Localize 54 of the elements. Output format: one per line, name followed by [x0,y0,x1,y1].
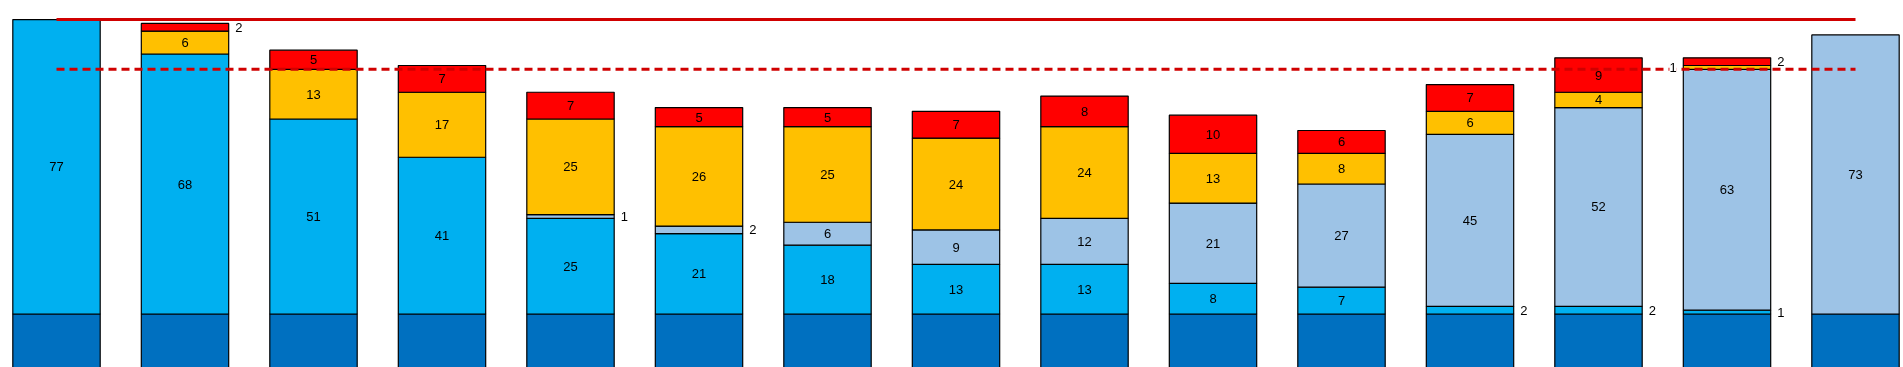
data-label: 1 [620,208,629,224]
data-label: 12 [1077,233,1092,249]
data-label: 1 [1669,59,1677,75]
data-label: 24 [948,176,964,192]
data-label: 18 [820,272,835,288]
data-label: 5 [823,109,832,125]
data-label: 2 [749,222,757,238]
data-label: 13 [1077,281,1092,297]
data-label: 13 [306,86,321,102]
data-label: 77 [49,159,64,175]
data-label: 51 [306,208,321,224]
data-label: 2 [235,19,243,35]
data-label: 6 [1337,134,1346,150]
data-label: 45 [1462,212,1478,228]
data-label: 7 [1466,90,1474,106]
data-label: 7 [952,117,960,133]
data-label: 25 [563,258,578,274]
bar [1682,57,1772,67]
data-label: 9 [1594,67,1603,83]
bar [1682,68,1772,311]
data-label: 13 [948,281,964,297]
data-label: 63 [1719,182,1735,198]
data-label: 25 [820,166,835,182]
data-label: 1 [1777,304,1785,320]
data-label: 6 [1466,115,1474,131]
data-label: 41 [434,228,450,244]
data-label: 2 [1777,54,1785,70]
data-label: 8 [1337,161,1346,177]
data-label: 68 [177,176,193,192]
data-label: 7 [438,71,446,87]
data-label: 8 [1209,291,1217,307]
data-label: 6 [181,35,189,51]
data-label: 73 [1848,166,1863,182]
data-label: 13 [1205,170,1221,186]
data-label: 25 [563,159,578,175]
bar [1682,313,1772,367]
data-label: 7 [566,98,575,114]
data-label: 2 [1520,302,1528,318]
data-label: 24 [1077,165,1092,181]
data-label: 7 [1337,293,1346,309]
data-label: 9 [952,239,960,255]
data-label: 2 [1648,302,1657,318]
data-label: 26 [691,168,707,184]
data-label: 21 [1205,235,1221,251]
data-label: 17 [434,117,450,133]
data-label: 52 [1591,199,1606,215]
data-label: 8 [1080,103,1089,119]
data-label: 21 [691,266,707,282]
data-label: 10 [1205,126,1221,142]
data-label: 4 [1594,92,1603,108]
data-label: 5 [695,109,703,125]
data-label: 5 [309,52,318,68]
data-label: 6 [823,226,832,242]
data-label: 27 [1334,228,1349,244]
